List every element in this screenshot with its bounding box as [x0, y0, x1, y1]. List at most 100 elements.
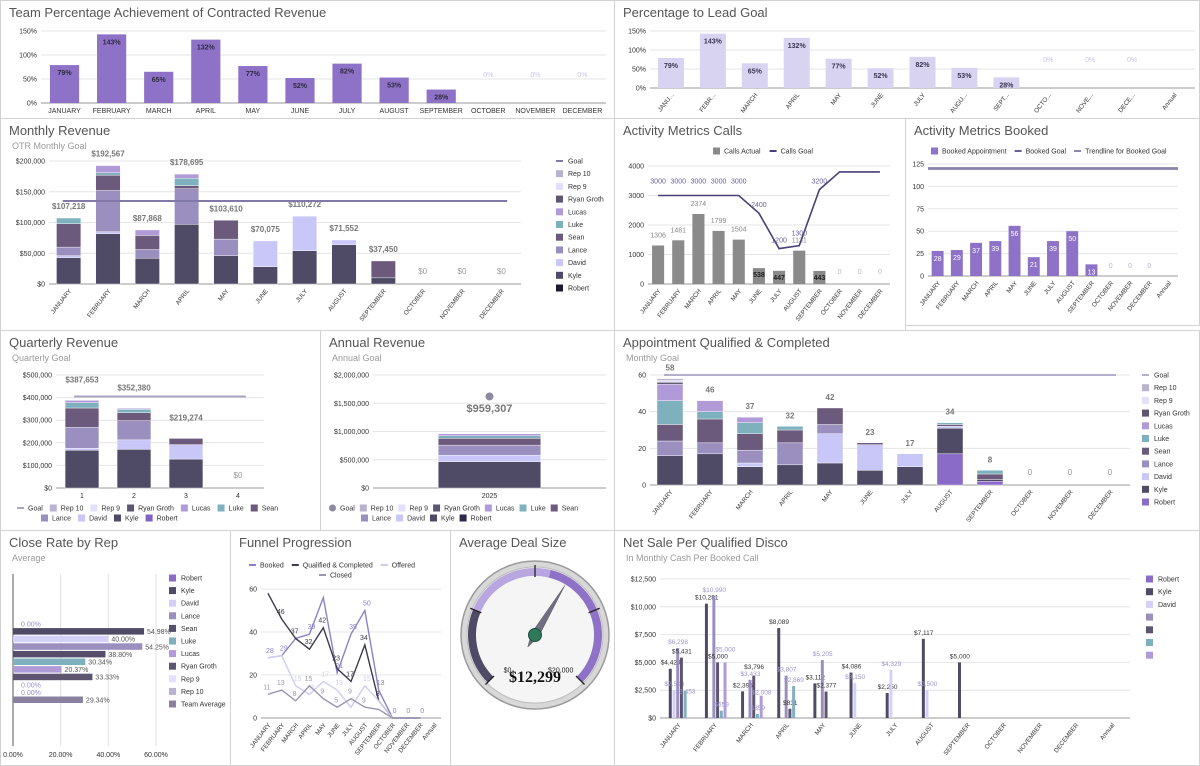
- legend-label: Rep 10: [181, 689, 204, 696]
- data-label: 132%: [788, 43, 807, 50]
- data-label: 13: [1088, 269, 1096, 276]
- bar-segment-sean: [656, 424, 684, 442]
- legend-swatch: [1142, 396, 1149, 404]
- total-label: 0: [1068, 468, 1073, 477]
- y-tick-label: 50: [916, 229, 924, 236]
- legend-label: Sean: [568, 235, 584, 242]
- line-data-label: 13: [377, 680, 385, 687]
- legend-label: Booked Goal: [1026, 149, 1067, 156]
- bar-series: [719, 710, 723, 718]
- legend-label: Lance: [52, 516, 71, 523]
- bar-kyle: [777, 628, 781, 718]
- legend-swatch: [180, 504, 188, 512]
- x-tick-label: JUNE: [326, 722, 342, 739]
- x-tick-label: MARCH: [146, 108, 172, 115]
- legend-swatch: [169, 574, 176, 582]
- chart-title: Average Deal Size: [459, 535, 567, 550]
- x-tick-label: Annual: [1161, 92, 1179, 112]
- legend-label: David: [407, 516, 425, 523]
- gauge-min-label: $0: [504, 667, 512, 674]
- bar-segment-kyle: [696, 453, 724, 486]
- line-data-label: 11: [263, 684, 270, 691]
- bar-segment-sean: [134, 235, 160, 250]
- legend-label: Ryan Groth: [181, 664, 217, 671]
- bar-segment-lance: [696, 442, 724, 455]
- data-label: 0%: [483, 72, 493, 79]
- line-data-label: 8: [376, 691, 380, 698]
- data-label: $2,377: [816, 683, 836, 690]
- y-tick-label: $150,000: [16, 189, 45, 196]
- bar-segment-lance: [656, 440, 684, 456]
- data-label: 2374: [691, 201, 707, 208]
- data-label: $10,990: [702, 587, 726, 594]
- bar-segment-lucas: [116, 408, 152, 410]
- x-tick-label: DECEMBER: [478, 288, 506, 321]
- data-label: $6,298: [668, 639, 688, 646]
- lead-goal-chart: 0% 50% 100% 150% JANU... FEBR... MARCH APRIL MAY…: [628, 29, 1195, 115]
- total-label: $959,307: [467, 403, 513, 415]
- line-data-label: 3000: [650, 179, 666, 186]
- legend-swatch: [1142, 435, 1149, 442]
- chart-title: Funnel Progression: [239, 535, 352, 550]
- y-tick-label: 0%: [636, 86, 646, 93]
- x-tick-label: MAY: [730, 287, 744, 302]
- bar-segment-robert: [976, 481, 1004, 486]
- bar-series: [679, 657, 683, 718]
- bar: [426, 89, 456, 103]
- total-label: $0: [234, 471, 243, 480]
- bar-sean: [13, 650, 106, 658]
- y-tick-label: 125: [912, 162, 924, 169]
- bar: [379, 77, 409, 103]
- data-label: 447: [773, 275, 785, 282]
- bar-segment-kyle: [56, 257, 82, 285]
- bar-segment-david: [116, 439, 152, 450]
- line-booked: [267, 595, 421, 719]
- legend-label: Luke: [1154, 436, 1169, 443]
- y-tick-label: $300,000: [23, 418, 52, 425]
- data-label: 0: [1147, 263, 1151, 270]
- activity-calls-panel: 0 1000 2000 3000 4000 JANUARY FEBRUARY MARCH APR…: [614, 118, 906, 331]
- legend-swatch: [550, 504, 558, 512]
- data-label: 0: [858, 269, 862, 276]
- x-tick-label: APRIL: [785, 92, 802, 111]
- bar-segment-david: [331, 239, 357, 245]
- legend-swatch: [1142, 460, 1149, 468]
- legend-swatch: [1142, 384, 1149, 392]
- x-tick-label: JULY: [339, 108, 356, 115]
- bar-series: [748, 679, 752, 718]
- bar-kyle: [813, 683, 817, 718]
- x-tick-label: MAY: [821, 488, 835, 503]
- y-tick-label: 50%: [23, 77, 37, 84]
- legend-label: Lance: [1154, 461, 1173, 468]
- data-label: 79%: [664, 63, 679, 70]
- bar-segment-sean: [856, 442, 884, 445]
- legend-swatch: [1142, 422, 1149, 430]
- bar: [825, 58, 852, 88]
- bar: [970, 242, 983, 276]
- total-label: $387,653: [65, 375, 99, 384]
- bar-kyle: [741, 691, 745, 718]
- bar: [951, 67, 978, 88]
- legend-swatch: [1142, 473, 1149, 481]
- data-label: 143%: [704, 39, 723, 46]
- line-data-label: 17: [346, 671, 354, 678]
- bar-segment-david: [64, 448, 100, 451]
- legend-swatch: [484, 504, 492, 512]
- total-label: $0: [418, 267, 427, 276]
- legend-swatch: [1142, 447, 1149, 455]
- x-tick-label: NOVEMBER: [439, 288, 467, 321]
- legend-swatch: [169, 662, 176, 670]
- total-label: $87,868: [133, 214, 162, 223]
- team-percentage-chart: 0% 50% 100% 150% JANUARY FEBRUARY MARCH APRIL MA…: [19, 29, 606, 115]
- y-tick-label: 100%: [19, 53, 37, 60]
- bar-segment-lance: [816, 424, 844, 434]
- data-label: 1306: [650, 232, 666, 239]
- x-tick-label: AUGUST: [327, 288, 349, 313]
- x-tick-label: JANUARY: [48, 108, 81, 115]
- data-label: 0%: [577, 72, 587, 79]
- x-tick-label: FEBRUARY: [688, 488, 715, 520]
- bar-series: [792, 686, 796, 718]
- data-label: $3,150: [845, 674, 865, 681]
- bar: [49, 65, 80, 103]
